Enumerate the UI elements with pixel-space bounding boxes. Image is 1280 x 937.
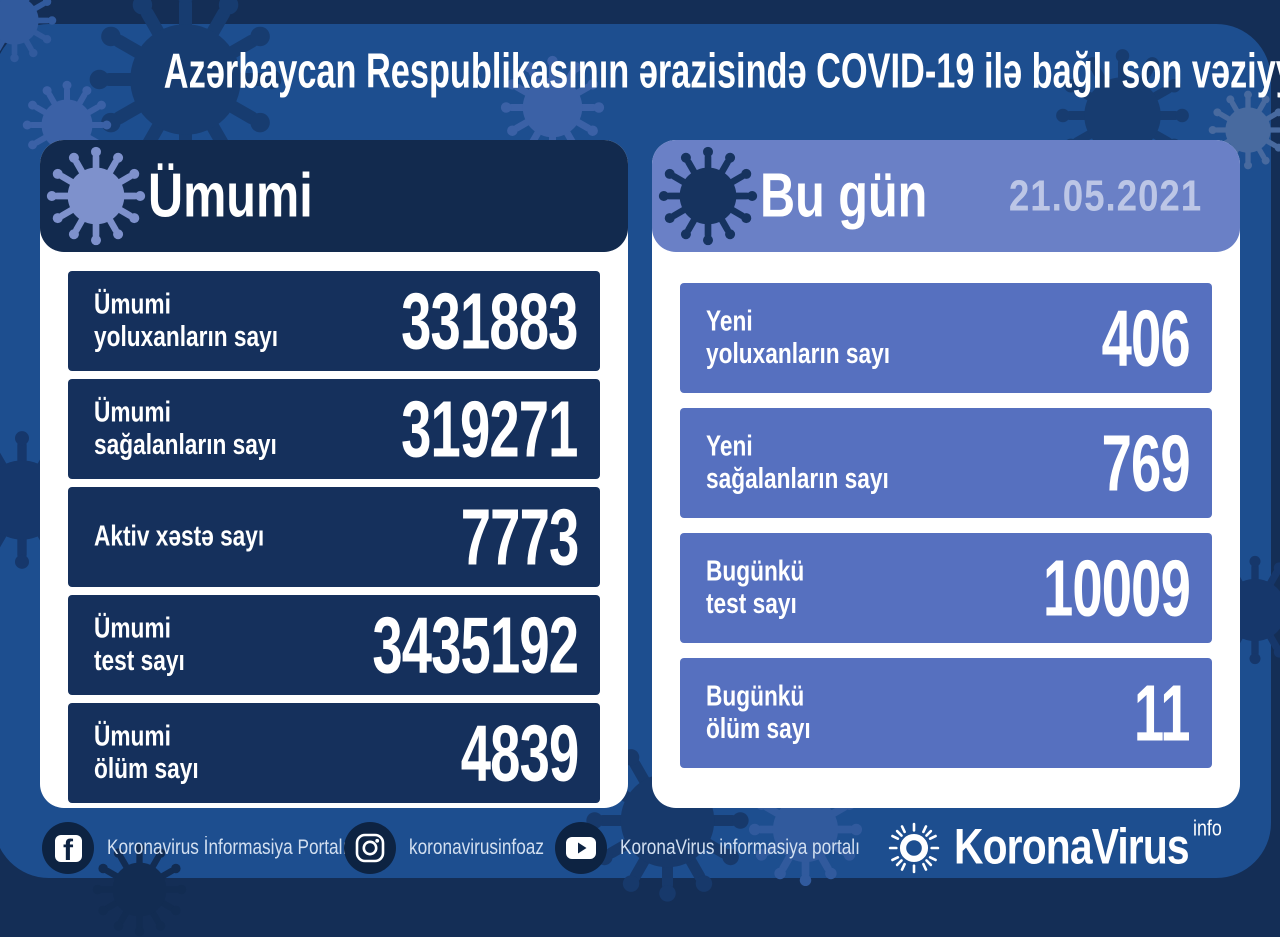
stat-label: Ümumi sağalanların sayı [94, 396, 277, 461]
stat-label-line2: ölüm sayı [706, 713, 811, 745]
stat-label: Bugünkü ölüm sayı [706, 680, 811, 745]
stat-label-line1: Yeni [706, 430, 753, 462]
youtube-link[interactable]: KoronaVirus informasiya portalı [555, 822, 913, 874]
facebook-icon: f [42, 822, 94, 874]
stat-label: Yeni yoluxanların sayı [706, 305, 890, 370]
stat-label-line2: sağalanların sayı [706, 463, 889, 495]
stat-label-line1: Ümumi [94, 396, 171, 428]
stat-row-new-infected: Yeni yoluxanların sayı 406 [680, 283, 1212, 393]
general-panel: Ümumi Ümumi yoluxanların sayı 331883 Ümu… [40, 140, 628, 808]
youtube-label: KoronaVirus informasiya portalı [620, 836, 860, 859]
youtube-icon [555, 822, 607, 874]
instagram-label: koronavirusinfoaz [409, 836, 544, 859]
stat-label-line2: yoluxanların sayı [706, 338, 891, 370]
today-panel: Bu gün 21.05.2021 Yeni yoluxanların sayı… [652, 140, 1240, 808]
stat-value: 3435192 [372, 600, 579, 690]
virus-logo-icon [888, 822, 940, 874]
stat-label-line2: test sayı [706, 588, 797, 620]
stat-label: Yeni sağalanların sayı [706, 430, 889, 495]
stat-row-active-cases: Aktiv xəstə sayı 7773 [68, 487, 600, 587]
stat-label-line2: ölüm sayı [94, 753, 199, 785]
report-date: 21.05.2021 [1008, 171, 1202, 220]
general-header-label: Ümumi [148, 161, 313, 231]
instagram-link[interactable]: koronavirusinfoaz [344, 822, 574, 874]
stat-label: Ümumi test sayı [94, 612, 185, 677]
stat-label: Bugünkü test sayı [706, 555, 804, 620]
page-title: Azərbaycan Respublikasının ərazisində CO… [0, 43, 1280, 99]
brand-text: KoronaVirus info [954, 817, 1222, 876]
general-panel-header: Ümumi [40, 140, 628, 252]
today-header-label: Bu gün [760, 161, 928, 231]
stat-row-total-deaths: Ümumi ölüm sayı 4839 [68, 703, 600, 803]
stat-label-line1: Ümumi [94, 288, 171, 320]
stat-value: 769 [1101, 418, 1191, 508]
stat-label-line1: Aktiv xəstə sayı [94, 520, 265, 553]
virus-icon [658, 146, 758, 246]
brand-logo: KoronaVirus info [888, 817, 1269, 876]
stat-label-line1: Bugünkü [706, 555, 805, 587]
stat-row-today-deaths: Bugünkü ölüm sayı 11 [680, 658, 1212, 768]
stat-row-total-recovered: Ümumi sağalanların sayı 319271 [68, 379, 600, 479]
stat-value: 10009 [1042, 543, 1191, 633]
stat-row-today-tests: Bugünkü test sayı 10009 [680, 533, 1212, 643]
facebook-link[interactable]: f Koronavirus İnformasiya Portalı [42, 822, 400, 874]
virus-icon [46, 146, 146, 246]
page-title-text: Azərbaycan Respublikasının ərazisində CO… [163, 43, 1280, 99]
instagram-icon [344, 822, 396, 874]
stat-label: Aktiv xəstə sayı [94, 521, 264, 554]
brand-name: KoronaVirus [954, 819, 1190, 876]
stat-label-line1: Ümumi [94, 720, 171, 752]
stat-label-line2: yoluxanların sayı [94, 321, 279, 353]
stat-label-line1: Yeni [706, 305, 753, 337]
today-panel-header: Bu gün 21.05.2021 [652, 140, 1240, 252]
stat-value: 406 [1101, 293, 1191, 383]
general-rows: Ümumi yoluxanların sayı 331883 Ümumi sağ… [40, 252, 628, 803]
stat-row-total-infected: Ümumi yoluxanların sayı 331883 [68, 271, 600, 371]
stat-row-total-tests: Ümumi test sayı 3435192 [68, 595, 600, 695]
stat-value: 11 [1134, 668, 1191, 758]
stat-label-line2: test sayı [94, 645, 185, 677]
stat-label-line1: Bugünkü [706, 680, 805, 712]
today-rows: Yeni yoluxanların sayı 406 Yeni sağalanl… [652, 252, 1240, 768]
stat-value: 331883 [401, 276, 579, 366]
stat-value: 7773 [460, 492, 578, 582]
stat-row-new-recovered: Yeni sağalanların sayı 769 [680, 408, 1212, 518]
stat-label-line2: sağalanların sayı [94, 429, 277, 461]
stat-label: Ümumi ölüm sayı [94, 720, 199, 785]
facebook-label: Koronavirus İnformasiya Portalı [107, 836, 348, 859]
stat-label: Ümumi yoluxanların sayı [94, 288, 278, 353]
footer: f Koronavirus İnformasiya Portalı korona… [0, 816, 1280, 880]
stat-label-line1: Ümumi [94, 612, 171, 644]
brand-suffix: info [1193, 816, 1222, 841]
stat-value: 4839 [460, 708, 578, 798]
stat-value: 319271 [401, 384, 579, 474]
